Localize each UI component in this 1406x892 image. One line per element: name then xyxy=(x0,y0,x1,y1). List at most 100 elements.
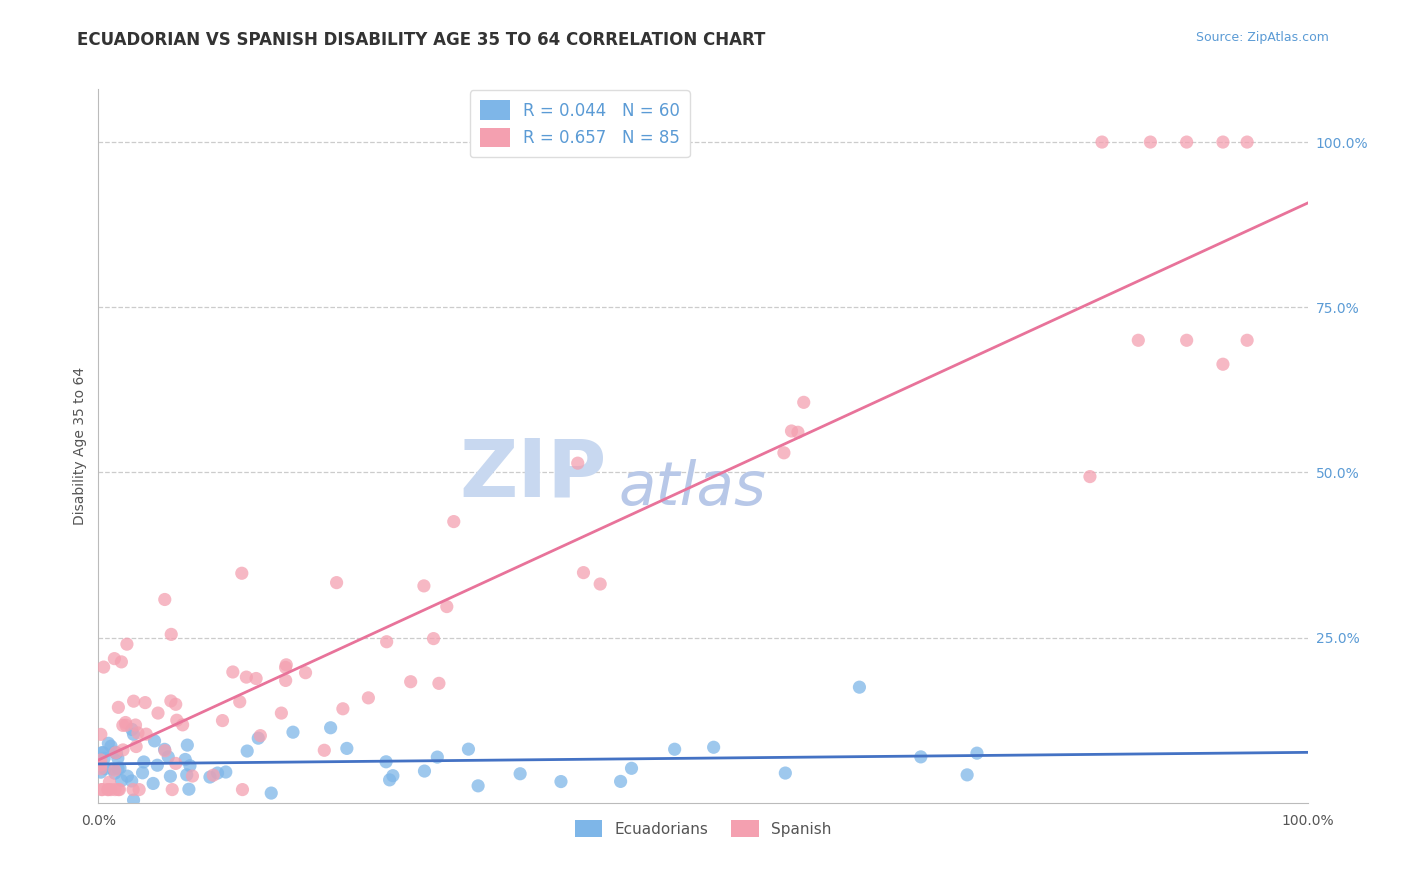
Point xyxy=(412,579,434,593)
Point xyxy=(153,744,176,758)
Point xyxy=(108,761,131,775)
Point xyxy=(177,782,200,797)
Point xyxy=(378,772,401,787)
Point xyxy=(294,665,316,680)
Point xyxy=(135,727,157,741)
Point xyxy=(572,566,595,580)
Point xyxy=(93,660,115,674)
Point xyxy=(115,637,138,651)
Point xyxy=(143,734,166,748)
Point xyxy=(1236,333,1258,347)
Point xyxy=(426,750,449,764)
Point xyxy=(104,766,127,780)
Point xyxy=(775,766,797,780)
Point xyxy=(1175,333,1198,347)
Point xyxy=(98,775,121,789)
Point xyxy=(314,743,336,757)
Point xyxy=(122,727,145,741)
Point xyxy=(211,714,233,728)
Point xyxy=(375,755,398,769)
Point xyxy=(112,743,135,757)
Point xyxy=(413,764,436,778)
Point xyxy=(90,758,112,772)
Point xyxy=(165,756,187,771)
Point xyxy=(121,774,143,789)
Point xyxy=(128,782,150,797)
Point xyxy=(247,731,270,746)
Point xyxy=(207,766,229,780)
Point xyxy=(773,446,796,460)
Point xyxy=(332,702,354,716)
Point xyxy=(176,738,198,752)
Point xyxy=(122,793,145,807)
Point xyxy=(222,665,245,679)
Point xyxy=(134,696,156,710)
Point xyxy=(235,670,257,684)
Point xyxy=(236,744,259,758)
Point xyxy=(202,768,225,782)
Point xyxy=(122,782,145,797)
Point xyxy=(104,746,127,760)
Point xyxy=(124,718,146,732)
Point xyxy=(910,750,932,764)
Point xyxy=(609,774,631,789)
Point xyxy=(1212,357,1234,371)
Point xyxy=(443,515,465,529)
Point xyxy=(105,746,128,760)
Point xyxy=(172,718,194,732)
Text: ZIP: ZIP xyxy=(458,435,606,514)
Point xyxy=(157,750,180,764)
Point xyxy=(1091,135,1114,149)
Point xyxy=(91,746,114,760)
Point xyxy=(166,713,188,727)
Point xyxy=(103,651,125,665)
Point xyxy=(467,779,489,793)
Text: Source: ZipAtlas.com: Source: ZipAtlas.com xyxy=(1195,31,1329,45)
Point xyxy=(664,742,686,756)
Point xyxy=(966,746,988,760)
Point xyxy=(94,762,117,776)
Point xyxy=(325,575,347,590)
Point xyxy=(100,782,122,797)
Point xyxy=(165,698,187,712)
Point xyxy=(427,676,450,690)
Point xyxy=(153,592,176,607)
Point xyxy=(231,782,253,797)
Point xyxy=(131,765,153,780)
Point xyxy=(274,673,297,688)
Point xyxy=(231,566,253,581)
Point xyxy=(101,762,124,776)
Point xyxy=(336,741,359,756)
Y-axis label: Disability Age 35 to 64: Disability Age 35 to 64 xyxy=(73,367,87,525)
Point xyxy=(215,764,238,779)
Point xyxy=(848,680,870,694)
Point xyxy=(107,782,129,797)
Point xyxy=(1175,135,1198,149)
Point xyxy=(550,774,572,789)
Point xyxy=(160,782,183,797)
Point xyxy=(90,765,112,780)
Point xyxy=(159,769,181,783)
Point xyxy=(1139,135,1161,149)
Point xyxy=(793,395,815,409)
Point xyxy=(127,726,149,740)
Point xyxy=(110,655,132,669)
Point xyxy=(249,729,271,743)
Point xyxy=(281,725,304,739)
Point xyxy=(436,599,458,614)
Point xyxy=(125,739,148,754)
Point xyxy=(160,694,183,708)
Point xyxy=(100,739,122,754)
Point xyxy=(703,740,725,755)
Point xyxy=(1128,333,1150,347)
Point xyxy=(399,674,422,689)
Point xyxy=(104,763,127,777)
Point xyxy=(276,657,298,672)
Point xyxy=(179,758,201,772)
Point xyxy=(107,761,129,775)
Point xyxy=(181,769,204,783)
Point xyxy=(1236,135,1258,149)
Legend: Ecuadorians, Spanish: Ecuadorians, Spanish xyxy=(567,813,839,845)
Point xyxy=(589,577,612,591)
Point xyxy=(91,782,114,797)
